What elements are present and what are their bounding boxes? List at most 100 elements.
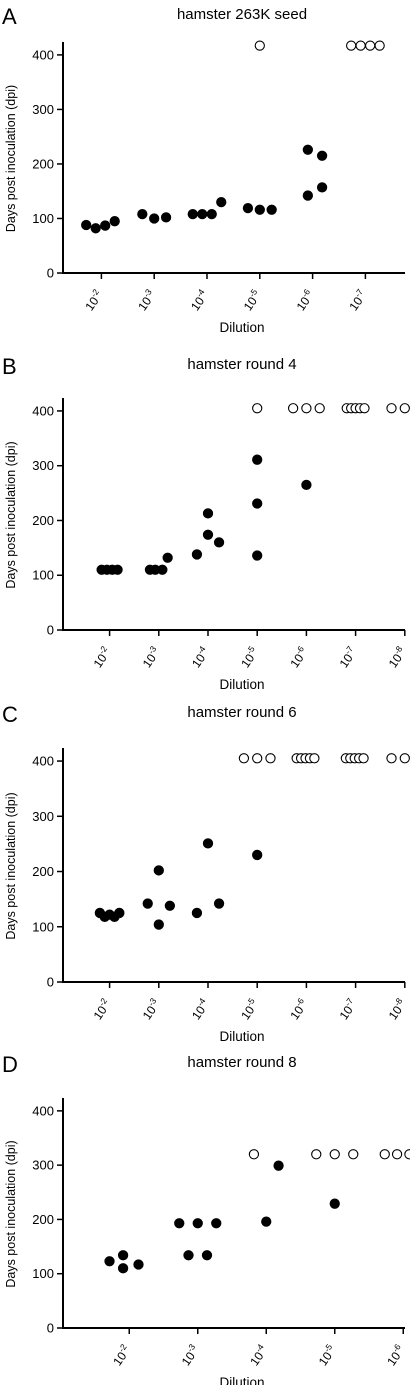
data-point-filled <box>252 454 263 465</box>
y-tick-label: 300 <box>32 458 54 473</box>
data-point-filled <box>273 1160 284 1171</box>
chart-title: hamster round 6 <box>187 704 296 721</box>
x-tick-label: 10-7 <box>335 644 360 671</box>
data-point-filled <box>216 196 227 208</box>
data-point-open <box>365 40 376 51</box>
data-point-filled <box>191 549 203 560</box>
data-point-filled <box>133 1259 144 1270</box>
data-point-filled <box>142 898 153 909</box>
chart-title: hamster round 4 <box>187 356 296 373</box>
y-axis-title: Days post inoculation (dpi) <box>4 792 18 939</box>
y-tick-label: 100 <box>32 919 54 934</box>
data-point-open <box>254 40 265 51</box>
y-tick-label: 200 <box>32 156 54 171</box>
x-tick-label: 10-7 <box>335 996 360 1023</box>
data-point-open <box>386 403 397 414</box>
chart-title: hamster 263K seed <box>177 6 307 23</box>
y-tick-label: 100 <box>32 1266 54 1281</box>
x-tick-label: 10-3 <box>138 996 163 1023</box>
x-axis-title: Dilution <box>219 1029 264 1044</box>
data-point-open <box>265 753 276 764</box>
data-point-open <box>359 403 370 414</box>
data-point-open <box>252 403 263 414</box>
data-point-filled <box>329 1198 340 1209</box>
y-tick-label: 300 <box>32 1158 54 1173</box>
panel-label: C <box>2 702 18 727</box>
data-point-open <box>404 1149 410 1160</box>
y-tick-label: 300 <box>32 809 54 824</box>
data-point-open <box>248 1149 260 1160</box>
data-point-filled <box>242 202 254 214</box>
data-point-open <box>287 403 299 414</box>
data-point-open <box>374 40 385 51</box>
data-point-filled <box>302 190 313 201</box>
y-tick-label: 0 <box>47 623 54 638</box>
data-point-filled <box>266 204 277 215</box>
panel-label: D <box>2 1052 18 1077</box>
data-point-filled <box>153 865 164 876</box>
x-tick-label: 10-2 <box>81 287 106 314</box>
data-point-filled <box>164 900 176 911</box>
data-point-filled <box>112 564 123 575</box>
panel-label: A <box>2 4 17 29</box>
y-axis-title: Days post inoculation (dpi) <box>4 85 18 232</box>
y-tick-label: 0 <box>47 1321 54 1336</box>
data-point-filled <box>202 508 214 519</box>
x-tick-label: 10-5 <box>237 644 262 671</box>
data-point-filled <box>109 216 120 227</box>
data-point-open <box>358 753 369 764</box>
data-point-open <box>386 753 397 764</box>
data-point-filled <box>81 219 92 231</box>
y-axis-title: Days post inoculation (dpi) <box>4 441 18 588</box>
data-point-open <box>399 753 410 764</box>
data-point-filled <box>117 1263 129 1274</box>
data-point-filled <box>316 150 328 161</box>
data-point-filled <box>316 182 328 193</box>
data-point-filled <box>302 144 313 155</box>
y-tick-label: 0 <box>47 975 54 990</box>
data-point-filled <box>206 208 217 220</box>
y-tick-label: 100 <box>32 568 54 583</box>
y-tick-label: 400 <box>32 47 54 62</box>
data-point-open <box>391 1149 403 1160</box>
y-tick-label: 400 <box>32 1103 54 1118</box>
y-tick-label: 200 <box>32 513 54 528</box>
data-point-filled <box>252 498 263 509</box>
y-tick-label: 400 <box>32 754 54 769</box>
y-tick-label: 200 <box>32 864 54 879</box>
y-tick-label: 100 <box>32 211 54 226</box>
data-point-filled <box>191 907 203 919</box>
data-point-open <box>252 753 263 764</box>
x-tick-label: 10-8 <box>384 996 409 1023</box>
data-point-filled <box>153 919 164 930</box>
x-axis-title: Dilution <box>219 677 264 692</box>
x-tick-label: 10-5 <box>239 287 264 314</box>
data-point-open <box>314 403 325 414</box>
data-point-filled <box>261 1216 272 1227</box>
data-point-filled <box>174 1218 185 1229</box>
data-point-filled <box>100 220 111 231</box>
data-point-open <box>309 753 320 764</box>
data-point-filled <box>162 552 173 563</box>
data-point-filled <box>202 838 214 849</box>
data-point-filled <box>160 212 172 223</box>
data-point-open <box>311 1149 322 1160</box>
x-tick-label: 10-4 <box>187 996 212 1023</box>
data-point-filled <box>90 223 101 234</box>
data-point-filled <box>201 1250 213 1261</box>
y-tick-label: 0 <box>47 266 54 281</box>
y-axis-title: Days post inoculation (dpi) <box>4 1140 18 1287</box>
data-point-filled <box>114 907 125 919</box>
data-point-filled <box>192 1218 203 1229</box>
data-point-filled <box>149 213 160 224</box>
data-point-filled <box>197 208 208 220</box>
data-point-open <box>399 403 410 414</box>
data-point-filled <box>252 550 263 561</box>
data-point-filled <box>213 537 225 548</box>
data-point-filled <box>187 208 198 220</box>
